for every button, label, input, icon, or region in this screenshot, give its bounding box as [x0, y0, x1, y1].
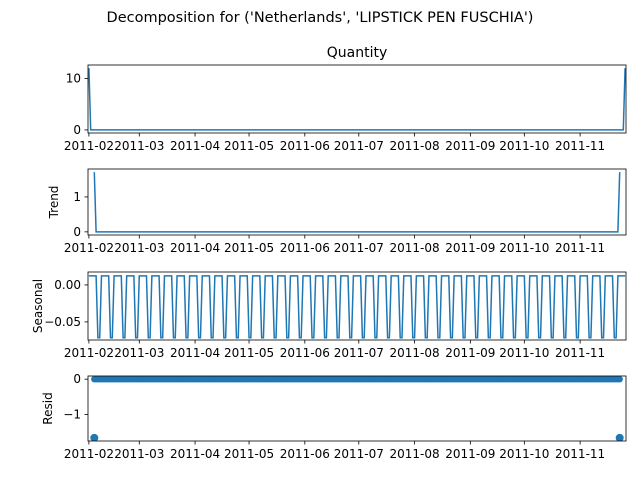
x-tick-label: 2011-11 [555, 346, 605, 360]
plot-area [90, 376, 624, 441]
x-tick-label: 2011-03 [114, 241, 164, 255]
panel-quantity: 0 10 2011-02 2011-03 2011-04 2011-05 2011-06 20… [64, 45, 627, 153]
x-tick-label: 2011-08 [390, 241, 440, 255]
x-tick-label: 2011-10 [499, 447, 549, 461]
y-tick-label: 10 [66, 71, 81, 85]
x-tick-label: 2011-04 [170, 241, 220, 255]
resid-outlier-point [615, 433, 624, 441]
x-tick-label: 2011-02 [64, 139, 114, 153]
x-tick-label: 2011-05 [224, 139, 274, 153]
panel-seasonal: −0.05 0.00 2011-02 2011-03 2011-04 2011-05 201… [31, 271, 627, 360]
panel-resid: −1 0 2011-02 2011-03 2011-04 2011-05 2011-06 20… [41, 372, 627, 461]
x-tick-label: 2011-11 [555, 139, 605, 153]
x-tick-label: 2011-10 [499, 139, 549, 153]
axes-frame [87, 168, 627, 236]
x-tick-label: 2011-09 [445, 346, 495, 360]
x-tick-label: 2011-03 [114, 346, 164, 360]
x-tick-label: 2011-09 [445, 447, 495, 461]
axes-frame [87, 64, 627, 134]
resid-outlier-point [90, 433, 99, 441]
x-tick-label: 2011-04 [170, 447, 220, 461]
x-tick-label: 2011-11 [555, 241, 605, 255]
x-tick-label: 2011-02 [64, 447, 114, 461]
y-axis-label: Resid [41, 392, 55, 424]
plot-area [88, 68, 626, 131]
x-tick-label: 2011-05 [224, 447, 274, 461]
series-line [88, 68, 626, 131]
x-tick-label: 2011-07 [334, 241, 384, 255]
figure-suptitle: Decomposition for ('Netherlands', 'LIPST… [107, 10, 534, 26]
y-tick-label: 1 [73, 190, 81, 204]
seasonal-line [88, 275, 626, 339]
y-tick-label: 0 [73, 225, 81, 239]
resid-point [616, 376, 623, 383]
x-tick-label: 2011-03 [114, 447, 164, 461]
x-tick-label: 2011-04 [170, 346, 220, 360]
panel-title: Quantity [327, 45, 388, 61]
x-tick-label: 2011-05 [224, 346, 274, 360]
x-tick-label: 2011-08 [390, 139, 440, 153]
x-tick-label: 2011-06 [280, 241, 330, 255]
panel-trend: 0 1 2011-02 2011-03 2011-04 2011-05 2011-06 201… [47, 168, 627, 255]
x-tick-label: 2011-06 [280, 447, 330, 461]
y-tick-label: 0 [73, 372, 81, 386]
x-tick-label: 2011-10 [499, 346, 549, 360]
axes-frame [87, 375, 627, 442]
y-tick-label: 0.00 [54, 278, 81, 292]
x-tick-label: 2011-11 [555, 447, 605, 461]
y-tick-label: −0.05 [44, 315, 81, 329]
x-tick-label: 2011-07 [334, 346, 384, 360]
x-tick-label: 2011-08 [390, 447, 440, 461]
plot-area [93, 172, 621, 233]
x-tick-label: 2011-09 [445, 139, 495, 153]
y-axis-label: Seasonal [31, 279, 45, 333]
x-tick-label: 2011-02 [64, 346, 114, 360]
plot-area [88, 275, 626, 339]
x-tick-label: 2011-04 [170, 139, 220, 153]
x-tick-label: 2011-03 [114, 139, 164, 153]
x-tick-label: 2011-07 [334, 139, 384, 153]
y-tick-label: 0 [73, 123, 81, 137]
y-tick-label: −1 [63, 408, 81, 422]
x-tick-label: 2011-08 [390, 346, 440, 360]
x-tick-label: 2011-06 [280, 139, 330, 153]
x-tick-label: 2011-07 [334, 447, 384, 461]
x-tick-label: 2011-02 [64, 241, 114, 255]
x-tick-label: 2011-10 [499, 241, 549, 255]
x-tick-label: 2011-05 [224, 241, 274, 255]
x-tick-label: 2011-06 [280, 346, 330, 360]
x-tick-label: 2011-09 [445, 241, 495, 255]
series-line [93, 172, 621, 233]
y-axis-label: Trend [47, 186, 61, 220]
axes-frame [87, 271, 627, 341]
